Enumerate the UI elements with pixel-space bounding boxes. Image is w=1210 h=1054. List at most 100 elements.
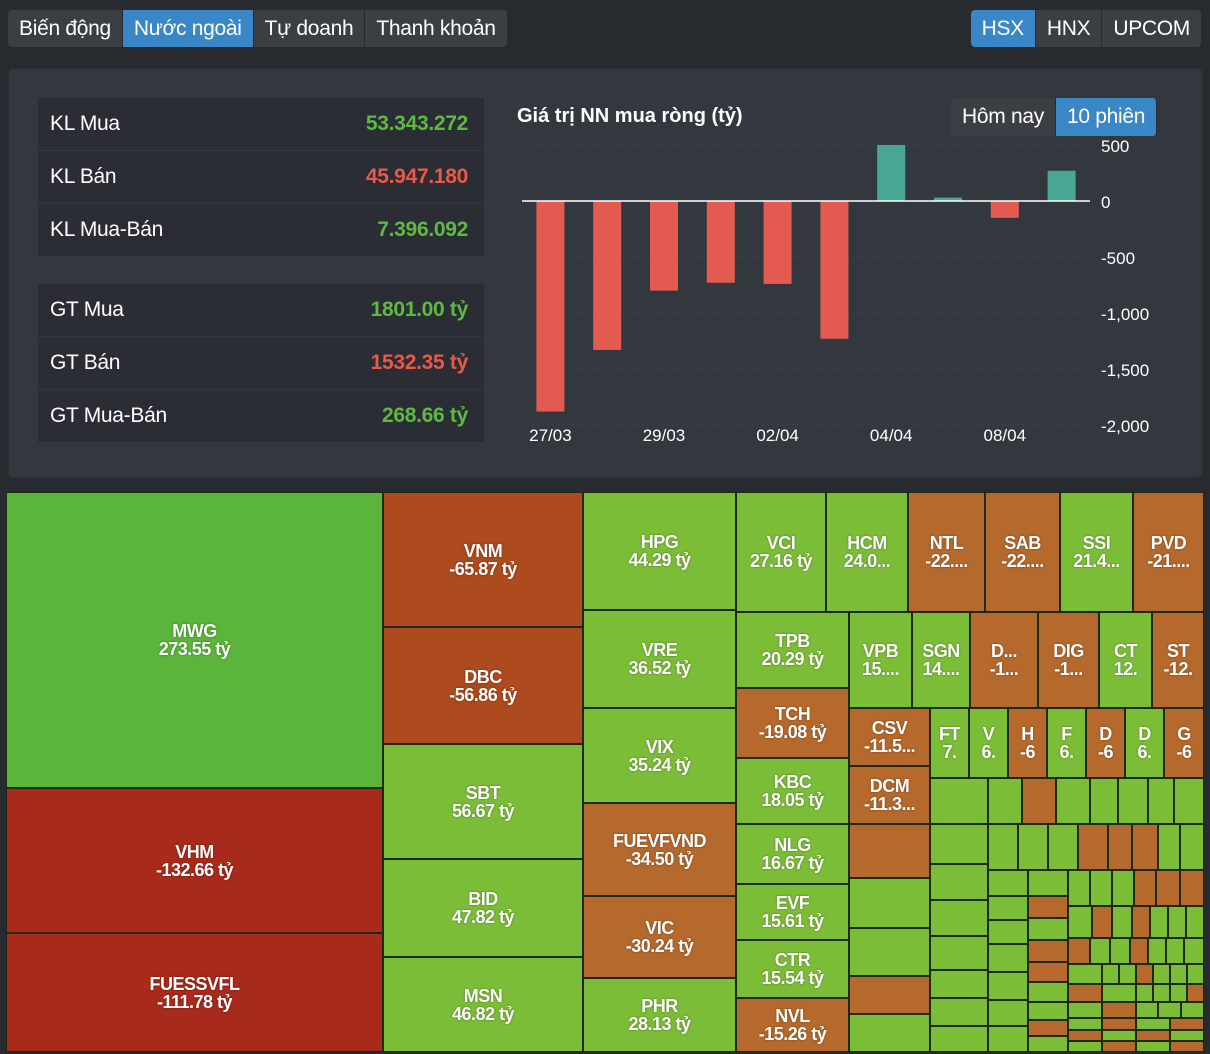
treemap-cell[interactable]: VCI 27.16 tỷ	[736, 492, 826, 612]
treemap-cell[interactable]	[1148, 778, 1174, 824]
treemap-cell[interactable]	[1158, 1002, 1181, 1018]
treemap-cell[interactable]	[1028, 870, 1068, 896]
exchange-hnx[interactable]: HNX	[1035, 10, 1103, 47]
treemap-cell[interactable]	[988, 824, 1018, 870]
treemap-cell[interactable]	[1028, 918, 1068, 940]
treemap-cell[interactable]	[1110, 938, 1130, 964]
treemap-cell[interactable]: FT 7.	[930, 708, 969, 778]
treemap-cell[interactable]	[1136, 964, 1153, 984]
treemap-cell[interactable]	[930, 1026, 988, 1052]
treemap-cell[interactable]	[1102, 1041, 1136, 1052]
bar-28/03[interactable]	[593, 201, 622, 350]
treemap-cell[interactable]	[988, 920, 1028, 944]
treemap-cell[interactable]	[849, 976, 930, 1014]
treemap-cell[interactable]	[1187, 984, 1204, 1002]
treemap-cell[interactable]	[1112, 870, 1134, 906]
treemap-cell[interactable]: F 6.	[1047, 708, 1086, 778]
treemap-cell[interactable]: G -6	[1164, 708, 1204, 778]
treemap-cell[interactable]	[1068, 1030, 1102, 1041]
treemap-cell[interactable]	[1028, 896, 1068, 918]
bar-29/03[interactable]	[650, 201, 678, 291]
treemap-cell[interactable]	[1134, 870, 1156, 906]
treemap-cell[interactable]	[930, 936, 988, 970]
treemap-cell[interactable]	[1048, 824, 1078, 870]
bar-04/04[interactable]	[877, 145, 906, 201]
treemap-cell[interactable]	[1136, 1018, 1170, 1030]
treemap-cell[interactable]: H -6	[1008, 708, 1047, 778]
treemap-cell[interactable]	[1170, 1041, 1204, 1052]
treemap-cell[interactable]	[1068, 1018, 1102, 1030]
treemap-cell[interactable]: DBC -56.86 tỷ	[383, 627, 583, 744]
treemap-cell[interactable]: HCM 24.0...	[826, 492, 908, 612]
treemap-cell[interactable]	[1102, 984, 1136, 1002]
treemap-cell[interactable]	[1186, 906, 1204, 938]
treemap-cell[interactable]	[1170, 964, 1187, 984]
bar-08/04[interactable]	[990, 201, 1019, 218]
treemap-cell[interactable]	[1136, 1002, 1158, 1018]
treemap-cell[interactable]	[1078, 824, 1108, 870]
exchange-upcom[interactable]: UPCOM	[1102, 10, 1202, 47]
treemap-cell[interactable]: V 6.	[969, 708, 1008, 778]
treemap-cell[interactable]: FUEVFVND -34.50 tỷ	[583, 803, 736, 896]
treemap-cell[interactable]	[1056, 778, 1090, 824]
treemap-cell[interactable]: MWG 273.55 tỷ	[6, 492, 383, 788]
treemap-cell[interactable]	[1102, 964, 1119, 984]
treemap-cell[interactable]	[1068, 938, 1090, 964]
treemap-cell[interactable]	[930, 864, 988, 900]
treemap-cell[interactable]	[849, 928, 930, 976]
treemap-cell[interactable]	[849, 824, 930, 878]
treemap-cell[interactable]: VNM -65.87 tỷ	[383, 492, 583, 627]
treemap-cell[interactable]: TPB 20.29 tỷ	[736, 612, 849, 688]
treemap-cell[interactable]	[988, 1000, 1028, 1026]
treemap-cell[interactable]	[1156, 870, 1180, 906]
treemap-cell[interactable]	[988, 896, 1028, 920]
treemap-cell[interactable]: D 6.	[1125, 708, 1164, 778]
treemap-cell[interactable]: SBT 56.67 tỷ	[383, 744, 583, 859]
treemap-cell[interactable]	[1028, 962, 1068, 982]
treemap-cell[interactable]	[1136, 1030, 1170, 1041]
treemap-cell[interactable]	[1150, 906, 1168, 938]
treemap-cell[interactable]: VIC -30.24 tỷ	[583, 896, 736, 978]
treemap-cell[interactable]	[1158, 824, 1180, 870]
treemap-cell[interactable]: HPG 44.29 tỷ	[583, 492, 736, 610]
treemap-cell[interactable]: KBC 18.05 tỷ	[736, 758, 849, 824]
treemap-cell[interactable]: SSI 21.4...	[1060, 492, 1133, 612]
treemap-cell[interactable]	[1090, 778, 1118, 824]
treemap-cell[interactable]: FUESSVFL -111.78 tỷ	[6, 933, 383, 1052]
tab-thanh-khoan[interactable]: Thanh khoản	[365, 10, 508, 47]
treemap-cell[interactable]	[1136, 1041, 1170, 1052]
treemap-cell[interactable]	[1102, 1002, 1136, 1018]
treemap-cell[interactable]	[1092, 906, 1112, 938]
treemap-cell[interactable]	[1153, 964, 1170, 984]
treemap-cell[interactable]	[1068, 964, 1102, 984]
treemap-cell[interactable]	[930, 998, 988, 1026]
tab-nuoc-ngoai[interactable]: Nước ngoài	[122, 10, 254, 47]
treemap-cell[interactable]: NLG 16.67 tỷ	[736, 824, 849, 884]
treemap-cell[interactable]	[849, 878, 930, 928]
treemap-cell[interactable]	[1181, 1002, 1204, 1018]
treemap-cell[interactable]	[1153, 984, 1170, 1002]
treemap-cell[interactable]: VHM -132.66 tỷ	[6, 788, 383, 933]
treemap-cell[interactable]: PHR 28.13 tỷ	[583, 978, 736, 1052]
treemap-cell[interactable]	[1112, 906, 1132, 938]
treemap-cell[interactable]	[1180, 824, 1204, 870]
treemap-cell[interactable]: CSV -11.5...	[849, 708, 930, 766]
treemap-cell[interactable]: SAB -22....	[985, 492, 1060, 612]
treemap-cell[interactable]	[988, 778, 1022, 824]
treemap-cell[interactable]: D -6	[1086, 708, 1125, 778]
treemap-cell[interactable]	[988, 1026, 1028, 1052]
treemap-cell[interactable]	[849, 1014, 930, 1052]
treemap-cell[interactable]	[930, 970, 988, 998]
treemap-cell[interactable]: DIG -1...	[1038, 612, 1099, 708]
treemap-cell[interactable]	[1068, 1002, 1102, 1018]
treemap-cell[interactable]	[1028, 1036, 1068, 1052]
treemap-cell[interactable]	[1119, 964, 1136, 984]
bar-03/04[interactable]	[820, 201, 849, 339]
treemap-cell[interactable]	[1090, 870, 1112, 906]
treemap-cell[interactable]	[1148, 938, 1166, 964]
treemap-cell[interactable]	[1018, 824, 1048, 870]
treemap-cell[interactable]	[1028, 1020, 1068, 1036]
range-10-sessions[interactable]: 10 phiên	[1055, 98, 1158, 136]
bar-02/04[interactable]	[763, 201, 792, 284]
treemap-cell[interactable]	[1170, 984, 1187, 1002]
